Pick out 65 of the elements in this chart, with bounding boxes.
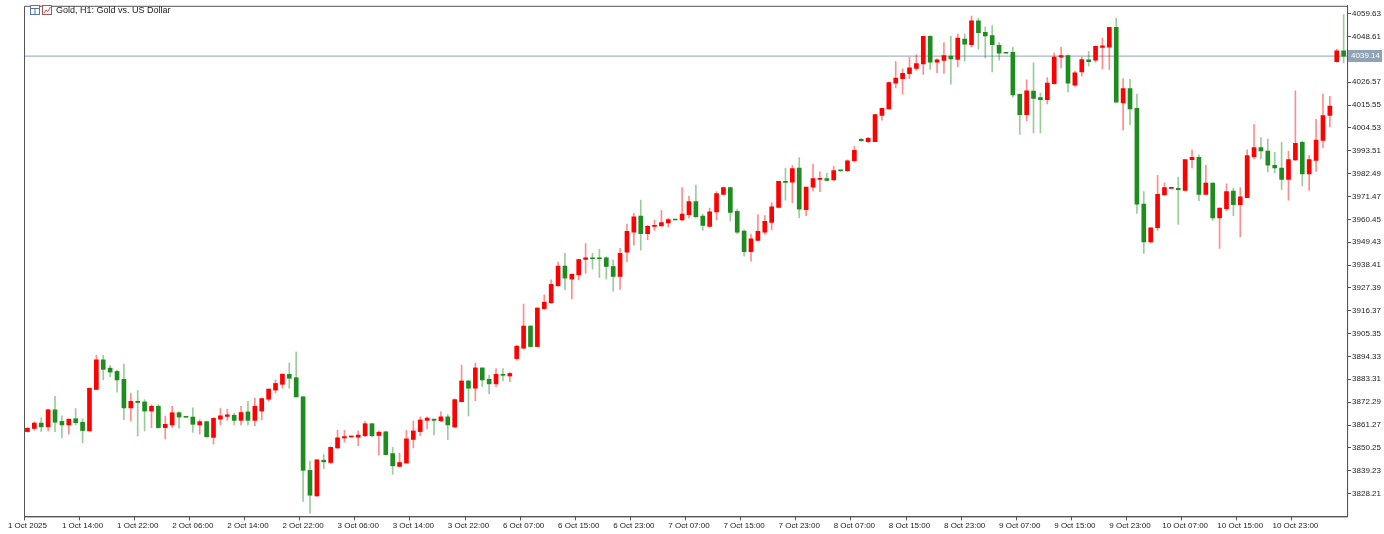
y-tick-label: 3850.25 bbox=[1352, 443, 1382, 453]
x-tick-label: 10 Oct 23:00 bbox=[1272, 521, 1319, 531]
x-tick-label: 2 Oct 14:00 bbox=[227, 521, 270, 531]
y-tick-label: 3949.43 bbox=[1352, 237, 1382, 247]
y-tick-label: 3872.29 bbox=[1352, 397, 1382, 407]
chart-title: Gold, H1: Gold vs. US Dollar bbox=[56, 5, 171, 15]
x-tick-label: 3 Oct 14:00 bbox=[392, 521, 435, 531]
y-tick-label: 3828.21 bbox=[1352, 488, 1382, 498]
y-tick-label: 3861.27 bbox=[1352, 420, 1382, 430]
y-tick-label: 3894.33 bbox=[1352, 351, 1382, 361]
x-tick-label: 8 Oct 07:00 bbox=[833, 521, 876, 531]
y-tick-label: 4059.63 bbox=[1352, 8, 1382, 18]
candlestick bbox=[893, 61, 899, 89]
candlestick bbox=[224, 408, 230, 421]
candlestick bbox=[162, 415, 168, 440]
y-tick-label: 3982.49 bbox=[1352, 168, 1382, 178]
candlestick bbox=[500, 368, 506, 382]
candlestick bbox=[1237, 187, 1243, 238]
x-tick-label: 7 Oct 23:00 bbox=[778, 521, 821, 531]
x-tick-label: 9 Oct 15:00 bbox=[1054, 521, 1097, 531]
candlestick bbox=[1272, 151, 1278, 174]
ref-line-label: 4039.14 bbox=[1351, 51, 1381, 61]
x-tick-label: 9 Oct 07:00 bbox=[999, 521, 1041, 531]
candlestick bbox=[321, 454, 327, 470]
y-tick-label: 3883.31 bbox=[1352, 374, 1382, 384]
y-tick-label: 4004.53 bbox=[1352, 123, 1382, 133]
candlestick bbox=[38, 417, 44, 432]
y-tick-label: 4015.55 bbox=[1352, 100, 1382, 110]
candlestick bbox=[135, 390, 141, 437]
candlestick bbox=[989, 25, 995, 73]
x-tick-label: 1 Oct 14:00 bbox=[61, 521, 104, 531]
candlestick bbox=[286, 362, 292, 389]
y-tick-label: 4026.57 bbox=[1352, 77, 1382, 87]
x-tick-label: 10 Oct 07:00 bbox=[1162, 521, 1209, 531]
candlestick bbox=[349, 435, 354, 438]
y-tick-label: 3839.23 bbox=[1352, 465, 1382, 475]
y-tick-label: 3971.47 bbox=[1352, 191, 1382, 201]
x-tick-label: 6 Oct 15:00 bbox=[558, 521, 600, 531]
y-tick-label: 3905.35 bbox=[1352, 328, 1382, 338]
x-tick-label: 3 Oct 22:00 bbox=[447, 521, 490, 531]
y-tick-label: 3927.39 bbox=[1352, 283, 1382, 293]
x-tick-label: 6 Oct 23:00 bbox=[613, 521, 656, 531]
x-tick-label: 10 Oct 15:00 bbox=[1217, 521, 1264, 531]
x-tick-label: 8 Oct 23:00 bbox=[943, 521, 986, 531]
y-tick-label: 3916.37 bbox=[1352, 305, 1382, 315]
candlestick bbox=[1058, 46, 1064, 69]
x-tick-label: 6 Oct 07:00 bbox=[502, 521, 545, 531]
candlestick bbox=[817, 171, 823, 192]
y-tick-label: 4048.61 bbox=[1352, 31, 1382, 41]
x-tick-label: 8 Oct 15:00 bbox=[888, 521, 931, 531]
x-tick-label: 7 Oct 07:00 bbox=[668, 521, 711, 531]
x-tick-label: 2 Oct 06:00 bbox=[172, 521, 215, 531]
candlestick bbox=[1175, 176, 1181, 225]
x-tick-label: 1 Oct 2025 bbox=[7, 521, 48, 531]
x-tick-label: 7 Oct 15:00 bbox=[723, 521, 766, 531]
y-tick-label: 3938.41 bbox=[1352, 260, 1382, 270]
y-tick-label: 3993.51 bbox=[1352, 145, 1382, 155]
candlestick bbox=[941, 42, 947, 74]
candlestick bbox=[982, 26, 988, 59]
x-tick-label: 2 Oct 22:00 bbox=[282, 521, 325, 531]
x-tick-label: 1 Oct 22:00 bbox=[117, 521, 159, 531]
x-tick-label: 9 Oct 23:00 bbox=[1109, 521, 1152, 531]
x-tick-label: 3 Oct 06:00 bbox=[337, 521, 380, 531]
candlestick bbox=[355, 430, 361, 447]
y-tick-label: 3960.45 bbox=[1352, 214, 1382, 224]
